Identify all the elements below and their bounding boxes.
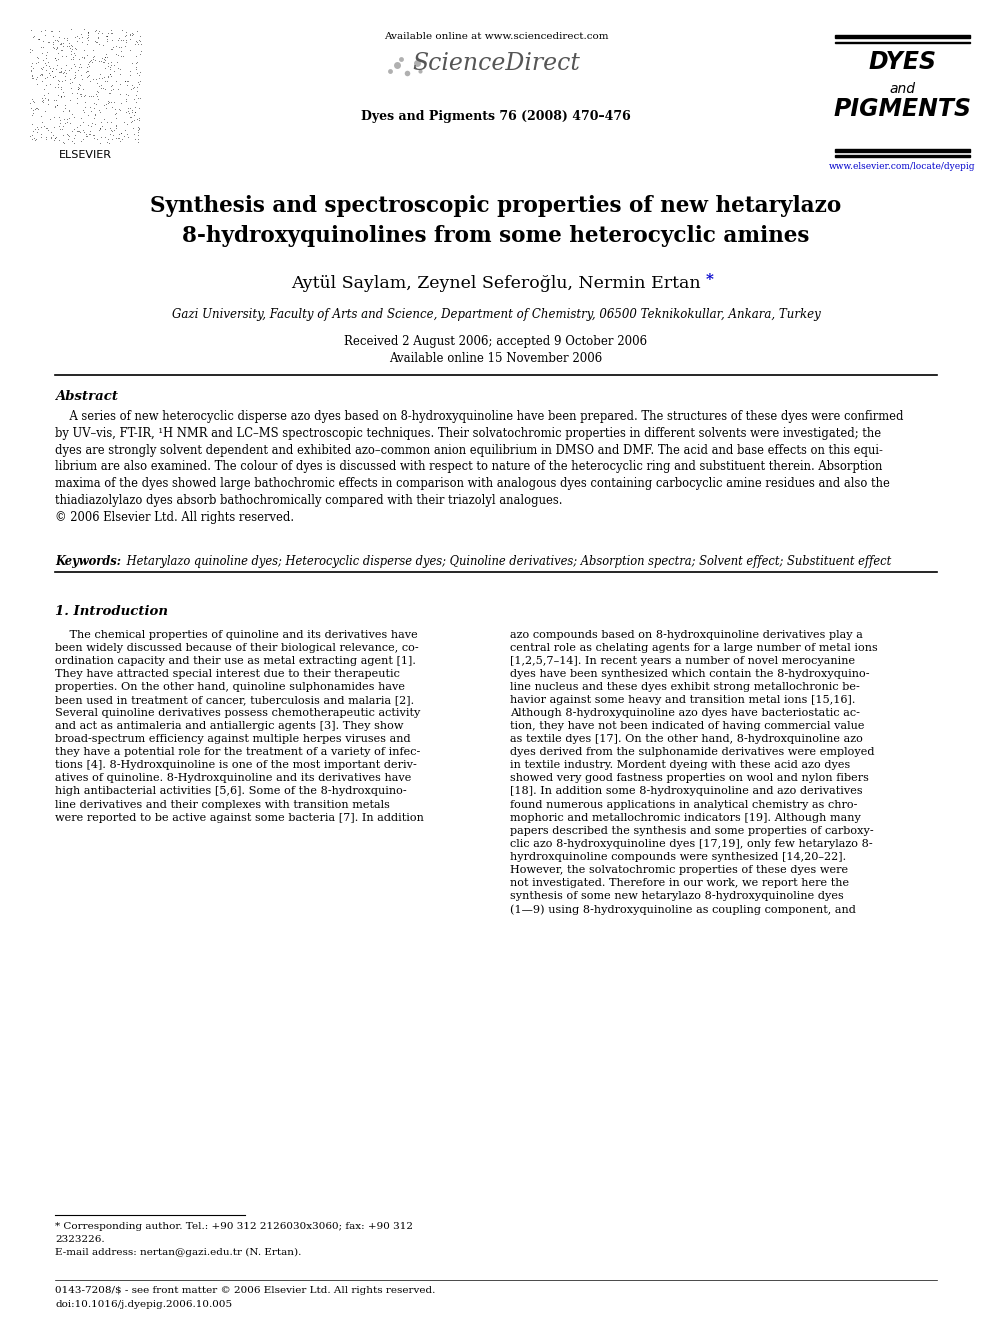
Text: 1. Introduction: 1. Introduction — [55, 605, 168, 618]
Text: Aytül Saylam, Zeynel Seferoğlu, Nermin Ertan: Aytül Saylam, Zeynel Seferoğlu, Nermin E… — [292, 275, 700, 292]
Text: Abstract: Abstract — [55, 390, 118, 404]
Text: Hetarylazo quinoline dyes; Heterocyclic disperse dyes; Quinoline derivatives; Ab: Hetarylazo quinoline dyes; Heterocyclic … — [123, 556, 891, 568]
Text: www.elsevier.com/locate/dyepig: www.elsevier.com/locate/dyepig — [829, 161, 976, 171]
Text: DYES: DYES — [869, 50, 936, 74]
Text: ScienceDirect: ScienceDirect — [412, 52, 580, 75]
Text: 2323226.: 2323226. — [55, 1234, 104, 1244]
Bar — [835, 148, 970, 152]
Text: 8-hydroxyquinolines from some heterocyclic amines: 8-hydroxyquinolines from some heterocycl… — [183, 225, 809, 247]
Text: Keywords:: Keywords: — [55, 556, 121, 568]
Bar — [835, 41, 970, 44]
Text: ELSEVIER: ELSEVIER — [59, 149, 112, 160]
Text: 0143-7208/$ - see front matter © 2006 Elsevier Ltd. All rights reserved.: 0143-7208/$ - see front matter © 2006 El… — [55, 1286, 435, 1295]
Text: Synthesis and spectroscopic properties of new hetarylazo: Synthesis and spectroscopic properties o… — [151, 194, 841, 217]
Text: PIGMENTS: PIGMENTS — [833, 97, 971, 120]
Text: E-mail address: nertan@gazi.edu.tr (N. Ertan).: E-mail address: nertan@gazi.edu.tr (N. E… — [55, 1248, 302, 1257]
Text: A series of new heterocyclic disperse azo dyes based on 8-hydroxyquinoline have : A series of new heterocyclic disperse az… — [55, 410, 904, 524]
Bar — [28, 28, 143, 146]
Text: Available online 15 November 2006: Available online 15 November 2006 — [390, 352, 602, 365]
Text: Gazi University, Faculty of Arts and Science, Department of Chemistry, 06500 Tek: Gazi University, Faculty of Arts and Sci… — [172, 308, 820, 321]
Text: The chemical properties of quinoline and its derivatives have
been widely discus: The chemical properties of quinoline and… — [55, 630, 424, 823]
Text: Received 2 August 2006; accepted 9 October 2006: Received 2 August 2006; accepted 9 Octob… — [344, 335, 648, 348]
Bar — [835, 155, 970, 156]
Text: doi:10.1016/j.dyepig.2006.10.005: doi:10.1016/j.dyepig.2006.10.005 — [55, 1301, 232, 1308]
Text: * Corresponding author. Tel.: +90 312 2126030x3060; fax: +90 312: * Corresponding author. Tel.: +90 312 21… — [55, 1222, 413, 1230]
Bar — [835, 34, 970, 38]
Text: *: * — [706, 273, 714, 287]
Text: and: and — [890, 82, 916, 97]
Text: Dyes and Pigments 76 (2008) 470–476: Dyes and Pigments 76 (2008) 470–476 — [361, 110, 631, 123]
Text: Available online at www.sciencedirect.com: Available online at www.sciencedirect.co… — [384, 32, 608, 41]
Text: azo compounds based on 8-hydroxquinoline derivatives play a
central role as chel: azo compounds based on 8-hydroxquinoline… — [510, 630, 878, 914]
